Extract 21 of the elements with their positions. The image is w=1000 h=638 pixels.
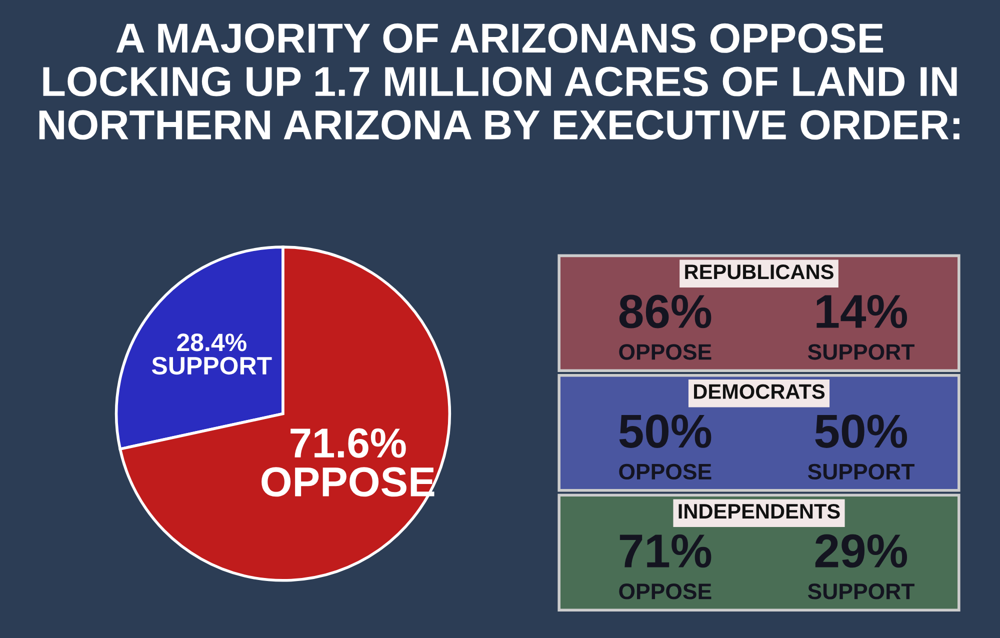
data-label: 71.6% bbox=[290, 428, 406, 458]
text: REPUBLICANS bbox=[685, 264, 834, 280]
slice-label: SUPPORT bbox=[152, 356, 272, 375]
text: 71% bbox=[620, 534, 712, 568]
text: 86% bbox=[619, 294, 712, 328]
text: 29% bbox=[815, 534, 908, 568]
text: 14% bbox=[816, 294, 908, 328]
text: OPPOSE bbox=[619, 464, 712, 480]
data-label: 28.4% bbox=[177, 334, 246, 352]
text: INDEPENDENTS bbox=[678, 504, 840, 519]
text: 50% bbox=[815, 414, 908, 448]
text: SUPPORT bbox=[808, 584, 914, 600]
text: SUPPORT bbox=[808, 464, 914, 480]
text: 50% bbox=[619, 414, 712, 448]
text: OPPOSE bbox=[619, 344, 712, 360]
slice-label: OPPOSE bbox=[262, 467, 434, 497]
text: OPPOSE bbox=[619, 584, 712, 600]
text: SUPPORT bbox=[808, 344, 914, 360]
text: DEMOCRATS bbox=[694, 384, 825, 399]
chart-title: A MAJORITY OF ARIZONANS OPPOSE LOCKING UP 1.7 MILLION ACRES OF LAND IN NORTHERN ARIZONA BY EXECUTIVE ORDER: bbox=[39, 23, 960, 140]
pie-slice bbox=[118, 246, 452, 582]
